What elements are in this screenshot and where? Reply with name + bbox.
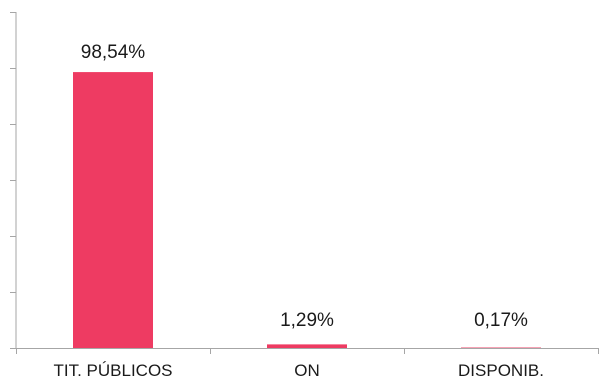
data-label-1: 98,54%: [81, 42, 146, 63]
data-label-3: 0,17%: [474, 310, 528, 331]
axes: [10, 12, 599, 354]
x-tick-label-1: TIT. PÚBLICOS: [53, 361, 172, 380]
bar-1: [73, 72, 153, 348]
x-tick-label-2: ON: [294, 361, 320, 380]
bars: [73, 72, 541, 348]
x-tick-labels: TIT. PÚBLICOS ON DISPONIB.: [53, 361, 544, 380]
x-tick-label-3: DISPONIB.: [458, 361, 544, 380]
data-label-2: 1,29%: [280, 310, 334, 331]
data-labels: 98,54% 1,29% 0,17%: [81, 42, 528, 331]
bar-2: [267, 344, 347, 348]
